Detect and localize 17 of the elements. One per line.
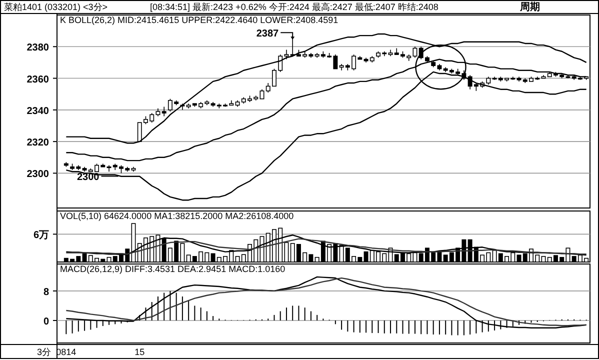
y-tick-label: 2360 bbox=[26, 74, 50, 86]
y-tick-label: 2320 bbox=[26, 138, 50, 149]
y-tick-label: 6万 bbox=[33, 230, 49, 242]
text: 周期 bbox=[519, 1, 540, 13]
text: 菜粕1401 (033201) <3分> bbox=[4, 2, 108, 12]
y-tick-label: 8 bbox=[43, 286, 50, 298]
text: [08:34:51] 最新:2423 +0.62% 今开:2424 最高:2427 最低:2407 昨结:2408 bbox=[150, 2, 438, 12]
chart-title: VOL(5,10) 64624.0000 MA1:38215.2000 MA2:26108.4000 bbox=[60, 211, 294, 221]
chart-title: K BOLL(26,2) MID:2415.4615 UPPER:2422.4640 LOWER:2408.4591 bbox=[60, 15, 338, 25]
y-tick-label: 2300 bbox=[26, 169, 50, 180]
x-tick-label: 15 bbox=[134, 347, 145, 357]
y-tick-label: 0 bbox=[43, 316, 50, 328]
annotation: 2387 bbox=[256, 28, 280, 40]
chart-title: MACD(26,12,9) DIFF:3.4531 DEA:2.9451 MACD:1.0160 bbox=[60, 264, 286, 274]
x-axis-title: 3分 bbox=[36, 347, 51, 357]
y-tick-label: 2340 bbox=[26, 106, 50, 117]
y-tick-label: 2380 bbox=[26, 42, 50, 54]
